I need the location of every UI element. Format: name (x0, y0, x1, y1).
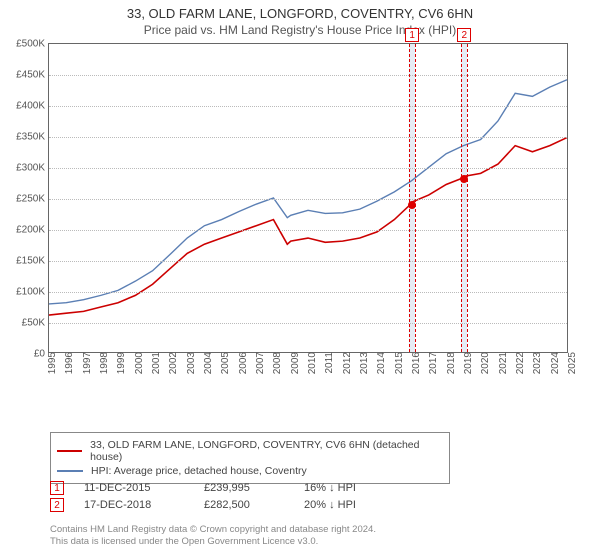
x-axis-label: 1998 (97, 352, 110, 374)
sales-date-2: 17-DEC-2018 (84, 499, 204, 511)
title-block: 33, OLD FARM LANE, LONGFORD, COVENTRY, C… (0, 0, 600, 39)
x-axis-label: 1999 (114, 352, 127, 374)
gridline (49, 137, 567, 138)
gridline (49, 75, 567, 76)
x-axis-label: 2016 (409, 352, 422, 374)
series-line-hpi_coventry_detached (49, 80, 567, 304)
gridline (49, 261, 567, 262)
marker-vline (409, 44, 410, 352)
footnote: Contains HM Land Registry data © Crown c… (50, 524, 376, 549)
y-axis-label: £200K (16, 225, 49, 236)
sales-row-2: 2 17-DEC-2018 £282,500 20% ↓ HPI (50, 498, 394, 512)
y-axis-label: £150K (16, 256, 49, 267)
x-axis-label: 2019 (461, 352, 474, 374)
x-axis-label: 2004 (201, 352, 214, 374)
x-axis-label: 2023 (530, 352, 543, 374)
gridline (49, 292, 567, 293)
gridline (49, 106, 567, 107)
y-axis-label: £300K (16, 163, 49, 174)
x-axis-label: 2018 (444, 352, 457, 374)
x-axis-label: 1996 (62, 352, 75, 374)
sale-dot (408, 201, 416, 209)
plot-region: £0£50K£100K£150K£200K£250K£300K£350K£400… (48, 43, 568, 353)
marker-badge: 2 (457, 28, 471, 42)
page-container: 33, OLD FARM LANE, LONGFORD, COVENTRY, C… (0, 0, 600, 560)
chart-area: £0£50K£100K£150K£200K£250K£300K£350K£400… (38, 43, 598, 383)
x-axis-label: 2001 (149, 352, 162, 374)
legend-swatch-property (57, 450, 82, 452)
x-axis-label: 2010 (305, 352, 318, 374)
x-axis-label: 2009 (288, 352, 301, 374)
x-axis-label: 2003 (184, 352, 197, 374)
chart-title: 33, OLD FARM LANE, LONGFORD, COVENTRY, C… (0, 6, 600, 21)
legend-label-hpi: HPI: Average price, detached house, Cove… (91, 465, 307, 477)
x-axis-label: 2008 (270, 352, 283, 374)
gridline (49, 230, 567, 231)
y-axis-label: £400K (16, 101, 49, 112)
x-axis-label: 2006 (236, 352, 249, 374)
x-axis-label: 2000 (132, 352, 145, 374)
x-axis-label: 2002 (166, 352, 179, 374)
y-axis-label: £50K (22, 318, 49, 329)
chart-subtitle: Price paid vs. HM Land Registry's House … (0, 23, 600, 37)
sales-row-1: 1 11-DEC-2015 £239,995 16% ↓ HPI (50, 481, 394, 495)
gridline (49, 168, 567, 169)
sales-delta-2: 20% ↓ HPI (304, 499, 394, 511)
x-axis-label: 2012 (340, 352, 353, 374)
y-axis-label: £350K (16, 132, 49, 143)
x-axis-label: 2013 (357, 352, 370, 374)
y-axis-label: £100K (16, 287, 49, 298)
line-series-svg (49, 44, 567, 352)
sales-price-2: £282,500 (204, 499, 304, 511)
marker-badge: 1 (405, 28, 419, 42)
marker-vline (467, 44, 468, 352)
sales-table: 1 11-DEC-2015 £239,995 16% ↓ HPI 2 17-DE… (50, 478, 394, 515)
legend-item-hpi: HPI: Average price, detached house, Cove… (57, 465, 443, 477)
sales-badge-1: 1 (50, 481, 64, 495)
x-axis-label: 2011 (322, 352, 335, 374)
x-axis-label: 1997 (80, 352, 93, 374)
x-axis-label: 2024 (548, 352, 561, 374)
legend: 33, OLD FARM LANE, LONGFORD, COVENTRY, C… (50, 432, 450, 484)
x-axis-label: 2020 (478, 352, 491, 374)
sales-delta-1: 16% ↓ HPI (304, 482, 394, 494)
x-axis-label: 2017 (426, 352, 439, 374)
footnote-line-1: Contains HM Land Registry data © Crown c… (50, 524, 376, 536)
legend-label-property: 33, OLD FARM LANE, LONGFORD, COVENTRY, C… (90, 439, 443, 463)
x-axis-label: 2014 (374, 352, 387, 374)
legend-swatch-hpi (57, 470, 83, 472)
sales-badge-2: 2 (50, 498, 64, 512)
x-axis-label: 2007 (253, 352, 266, 374)
gridline (49, 323, 567, 324)
x-axis-label: 2022 (513, 352, 526, 374)
x-axis-label: 2025 (565, 352, 578, 374)
legend-item-property: 33, OLD FARM LANE, LONGFORD, COVENTRY, C… (57, 439, 443, 463)
sale-dot (460, 175, 468, 183)
marker-vline (461, 44, 462, 352)
x-axis-label: 2015 (392, 352, 405, 374)
series-line-property_price (49, 138, 567, 315)
x-axis-label: 2005 (218, 352, 231, 374)
x-axis-label: 1995 (45, 352, 58, 374)
y-axis-label: £250K (16, 194, 49, 205)
gridline (49, 199, 567, 200)
x-axis-label: 2021 (496, 352, 509, 374)
y-axis-label: £500K (16, 39, 49, 50)
y-axis-label: £450K (16, 70, 49, 81)
sales-date-1: 11-DEC-2015 (84, 482, 204, 494)
footnote-line-2: This data is licensed under the Open Gov… (50, 536, 376, 548)
marker-vline (415, 44, 416, 352)
sales-price-1: £239,995 (204, 482, 304, 494)
